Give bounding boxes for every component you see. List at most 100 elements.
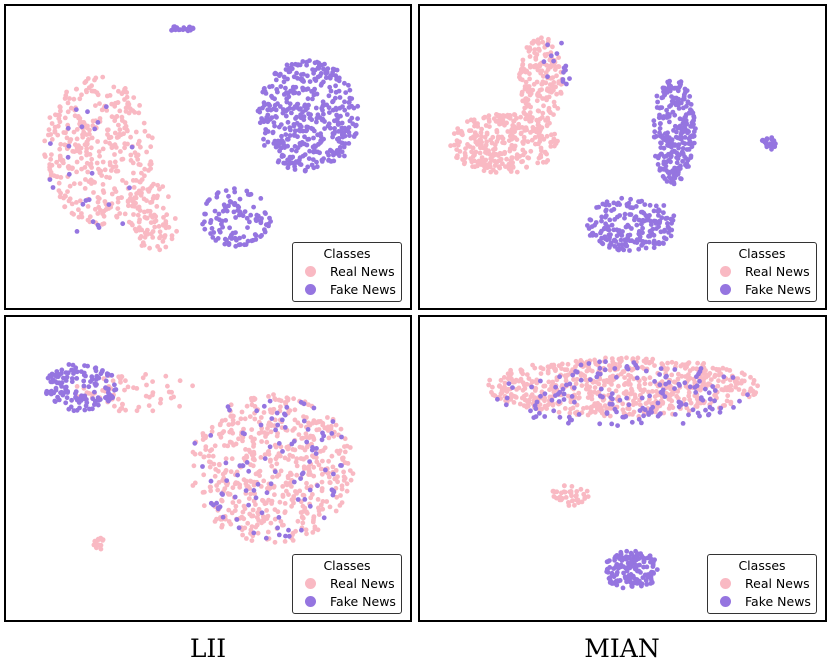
fake-news-point xyxy=(276,158,282,164)
fake-news-point xyxy=(222,241,228,247)
fake-news-point xyxy=(682,86,688,92)
real-news-point xyxy=(613,388,619,394)
fake-news-point xyxy=(557,414,563,420)
fake-news-point xyxy=(85,109,90,115)
fake-news-point xyxy=(648,559,653,565)
real-news-point xyxy=(131,185,137,190)
real-news-point xyxy=(511,145,517,151)
fake-news-point xyxy=(657,126,663,131)
fake-news-point xyxy=(220,514,226,520)
fake-news-point xyxy=(283,113,289,119)
real-news-point xyxy=(724,367,729,372)
fake-news-point xyxy=(50,185,56,190)
real-news-point xyxy=(72,142,78,148)
fake-news-point xyxy=(321,101,326,107)
real-news-point xyxy=(137,162,143,168)
real-news-point xyxy=(109,145,115,151)
real-news-point xyxy=(486,382,492,388)
real-news-point xyxy=(128,152,134,158)
fake-news-point xyxy=(236,525,242,531)
real-news-point xyxy=(477,137,482,143)
legend-label-real: Real News xyxy=(745,264,810,279)
real-news-point xyxy=(533,55,539,60)
real-news-point xyxy=(135,212,141,218)
real-news-point xyxy=(222,443,227,448)
fake-news-point xyxy=(669,227,675,233)
real-news-point xyxy=(589,409,595,414)
real-news-point xyxy=(336,451,342,456)
real-news-point xyxy=(58,108,63,114)
real-news-point xyxy=(669,391,675,397)
real-news-point xyxy=(163,244,169,250)
real-news-point xyxy=(532,135,538,140)
caption-mian: MIAN xyxy=(584,634,660,663)
fake-news-point xyxy=(307,79,313,84)
real-news-point xyxy=(219,522,225,528)
fake-news-point xyxy=(263,535,269,541)
real-news-point xyxy=(539,115,545,120)
real-news-point xyxy=(527,110,533,115)
real-news-point xyxy=(342,449,348,455)
real-news-point xyxy=(567,410,573,416)
fake-news-point xyxy=(273,427,278,433)
real-news-point xyxy=(112,403,117,409)
fake-news-point xyxy=(636,231,642,237)
fake-news-point xyxy=(628,196,633,202)
real-news-point xyxy=(483,123,489,128)
fake-news-point xyxy=(643,368,649,374)
fake-news-point xyxy=(293,84,299,90)
real-news-point xyxy=(543,159,549,165)
fake-news-point xyxy=(621,570,626,576)
real-news-point xyxy=(507,146,513,152)
real-news-point xyxy=(177,403,183,409)
real-news-point xyxy=(753,390,759,395)
fake-news-point xyxy=(676,106,682,111)
real-news-point xyxy=(347,468,353,473)
fake-news-point xyxy=(634,577,640,582)
real-news-point xyxy=(143,372,149,377)
fake-news-point xyxy=(586,361,592,366)
real-news-point xyxy=(469,149,474,155)
fake-news-point xyxy=(662,131,668,137)
real-news-point xyxy=(523,79,529,85)
fake-news-point xyxy=(287,101,293,107)
real-news-point xyxy=(134,408,140,414)
fake-news-point xyxy=(650,404,656,410)
fake-news-point xyxy=(669,137,675,143)
fake-news-point xyxy=(289,147,295,153)
fake-news-point xyxy=(588,377,593,383)
fake-news-point xyxy=(328,88,334,94)
real-news-point xyxy=(571,377,576,382)
fake-news-point xyxy=(223,460,229,466)
real-news-point xyxy=(273,444,279,450)
real-news-point xyxy=(71,181,77,187)
fake-news-point xyxy=(607,401,613,407)
fake-news-point xyxy=(670,217,676,223)
real-news-point xyxy=(314,427,320,433)
real-news-point xyxy=(316,419,321,424)
real-news-point xyxy=(342,444,347,449)
real-news-point xyxy=(128,192,133,197)
fake-news-point xyxy=(269,416,275,421)
real-news-point xyxy=(327,504,333,510)
real-news-point xyxy=(265,449,271,455)
real-news-point xyxy=(259,439,264,444)
fake-news-point xyxy=(718,405,724,411)
fake-news-point xyxy=(333,89,339,95)
real-news-point xyxy=(298,510,304,515)
real-news-point xyxy=(258,455,264,460)
real-news-point xyxy=(132,195,138,201)
real-news-point xyxy=(214,516,219,522)
fake-news-point xyxy=(647,228,653,234)
fake-news-point xyxy=(629,205,634,211)
real-news-point xyxy=(265,529,271,535)
legend-item-real: Real News xyxy=(708,576,816,591)
real-news-point xyxy=(248,527,254,533)
real-news-point xyxy=(261,478,267,484)
real-news-point xyxy=(315,497,321,502)
fake-news-point xyxy=(74,229,80,234)
fake-news-point xyxy=(105,397,111,403)
fake-news-point xyxy=(208,218,214,223)
real-news-point xyxy=(306,420,311,426)
real-news-point xyxy=(62,142,68,148)
